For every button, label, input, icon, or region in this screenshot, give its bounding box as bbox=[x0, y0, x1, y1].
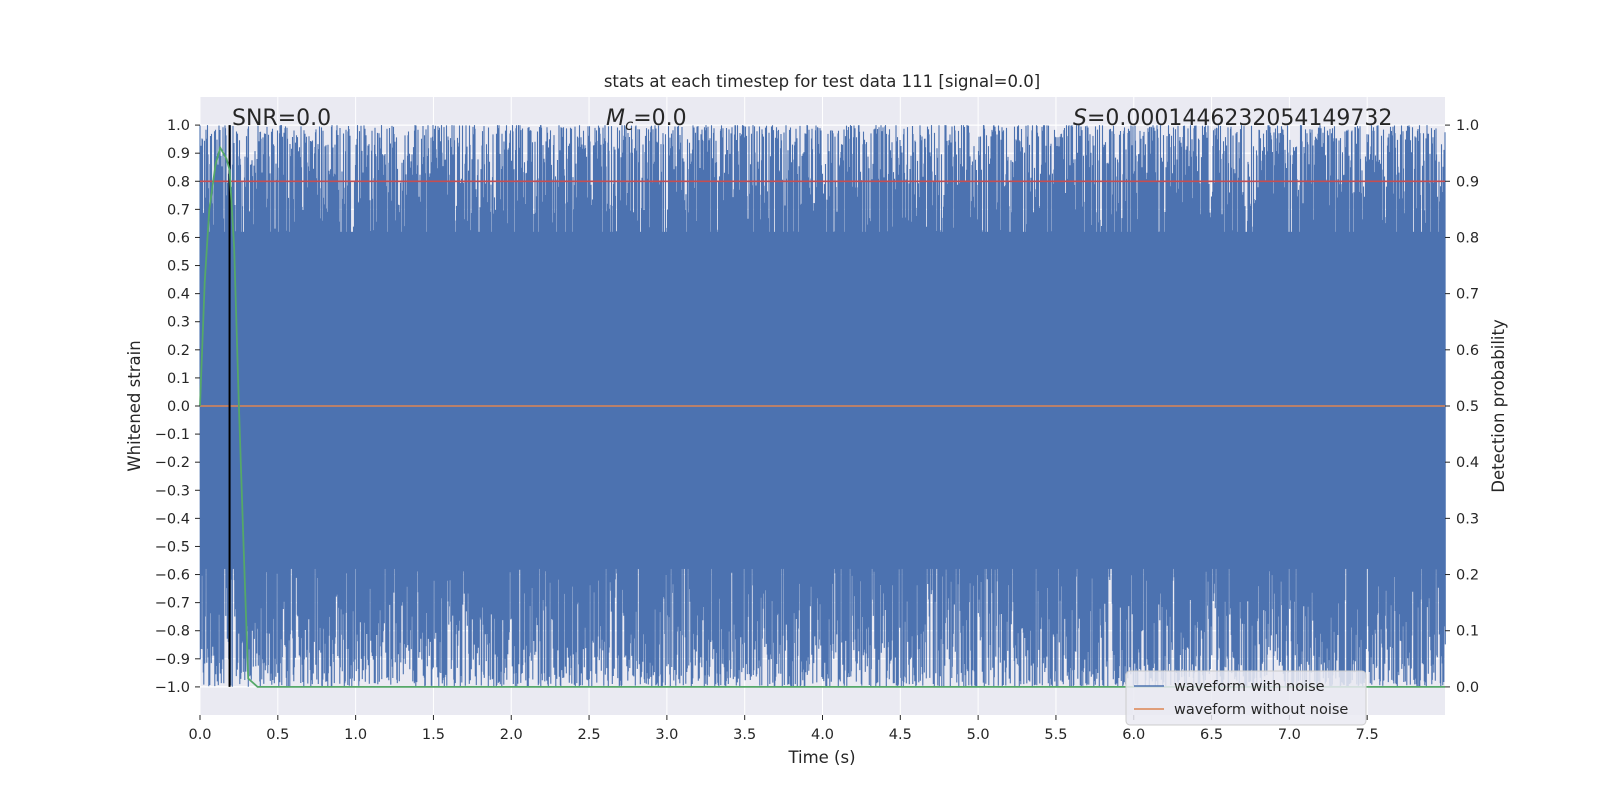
y2-tick-label: 1.0 bbox=[1456, 118, 1479, 134]
y-axis-ticks: 1.0 0.9 0.8 0.7 0.6 0.5 0.4 0.3 0.2 0.1 0.0 −0.1 −0.… bbox=[155, 118, 200, 696]
y2-tick-label: 0.8 bbox=[1456, 230, 1479, 246]
y2-axis-label: Detection probability bbox=[1489, 319, 1508, 493]
x-tick-label: 3.0 bbox=[655, 727, 678, 743]
y2-tick-label: 0.2 bbox=[1456, 568, 1479, 584]
x-tick-label: 4.5 bbox=[889, 727, 912, 743]
y-tick-label: −0.3 bbox=[155, 483, 190, 499]
series-waveform-with-noise bbox=[199, 125, 1446, 687]
s-symbol: S bbox=[1073, 106, 1087, 131]
legend-label-clean: waveform without noise bbox=[1174, 702, 1348, 718]
y2-tick-label: 0.7 bbox=[1456, 287, 1479, 303]
y-tick-label: −0.7 bbox=[155, 596, 190, 612]
legend-label-noise: waveform with noise bbox=[1174, 679, 1325, 695]
y2-axis-ticks: 1.0 0.9 0.8 0.7 0.6 0.5 0.4 0.3 0.2 0.1 0.0 bbox=[1445, 118, 1479, 696]
x-tick-label: 2.5 bbox=[578, 727, 601, 743]
y-tick-label: 0.0 bbox=[167, 399, 190, 415]
x-tick-label: 3.5 bbox=[733, 727, 756, 743]
s-value: =0.0001446232054149732 bbox=[1087, 106, 1392, 131]
y-tick-label: 0.5 bbox=[167, 259, 190, 275]
x-tick-label: 0.5 bbox=[266, 727, 289, 743]
legend: waveform with noise waveform without noi… bbox=[1125, 670, 1367, 726]
y-tick-label: 0.2 bbox=[167, 343, 190, 359]
x-tick-label: 6.5 bbox=[1200, 727, 1223, 743]
x-tick-label: 6.0 bbox=[1122, 727, 1145, 743]
y-tick-label: 0.3 bbox=[167, 315, 190, 331]
y-tick-label: 0.7 bbox=[167, 202, 190, 218]
y-axis-label: Whitened strain bbox=[125, 340, 144, 471]
x-tick-label: 5.0 bbox=[967, 727, 990, 743]
y-tick-label: −0.4 bbox=[155, 511, 190, 527]
series-detection-probability bbox=[199, 145, 1445, 688]
chart-title: stats at each timestep for test data 111… bbox=[604, 72, 1040, 91]
y-tick-label: 0.8 bbox=[167, 174, 190, 190]
x-axis-label: Time (s) bbox=[787, 748, 855, 767]
legend-box bbox=[1125, 670, 1367, 726]
x-tick-label: 5.5 bbox=[1044, 727, 1067, 743]
y-tick-label: 1.0 bbox=[167, 118, 190, 134]
y2-tick-label: 0.9 bbox=[1456, 174, 1479, 190]
x-tick-label: 2.0 bbox=[500, 727, 523, 743]
y-tick-label: −0.1 bbox=[155, 427, 190, 443]
noise-fill bbox=[200, 231, 1445, 569]
chirp-mass-symbol: M bbox=[606, 106, 625, 131]
y2-tick-label: 0.5 bbox=[1456, 399, 1479, 415]
y2-tick-label: 0.1 bbox=[1456, 624, 1479, 640]
y2-tick-label: 0.6 bbox=[1456, 343, 1479, 359]
x-tick-label: 1.0 bbox=[344, 727, 367, 743]
y-tick-label: 0.9 bbox=[167, 146, 190, 162]
chirp-mass-value: =0.0 bbox=[633, 106, 686, 131]
x-tick-label: 7.5 bbox=[1356, 727, 1379, 743]
y-tick-label: −0.2 bbox=[155, 455, 190, 471]
snr-annotation: SNR=0.0 bbox=[232, 106, 331, 131]
x-tick-label: 0.0 bbox=[188, 727, 211, 743]
y-tick-label: 0.6 bbox=[167, 230, 190, 246]
y2-tick-label: 0.4 bbox=[1456, 455, 1479, 471]
chirp-mass-annotation: Mc=0.0 bbox=[606, 106, 687, 134]
y-tick-label: −0.6 bbox=[155, 568, 190, 584]
x-tick-label: 7.0 bbox=[1278, 727, 1301, 743]
probability-trace bbox=[199, 145, 1445, 688]
s-annotation: S=0.0001446232054149732 bbox=[1073, 106, 1392, 131]
x-axis-ticks: 0.0 0.5 1.0 1.5 2.0 2.5 3.0 3.5 4.0 4.5 5.0 5.5 6.0 6… bbox=[188, 715, 1379, 743]
y2-tick-label: 0.0 bbox=[1456, 680, 1479, 696]
y2-tick-label: 0.3 bbox=[1456, 511, 1479, 527]
x-tick-label: 4.0 bbox=[811, 727, 834, 743]
y-tick-label: 0.4 bbox=[167, 287, 190, 303]
y-tick-label: −0.5 bbox=[155, 539, 190, 555]
y-tick-label: −1.0 bbox=[155, 680, 190, 696]
y-tick-label: 0.1 bbox=[167, 371, 190, 387]
y-tick-label: −0.8 bbox=[155, 624, 190, 640]
x-tick-label: 1.5 bbox=[422, 727, 445, 743]
chirp-mass-subscript: c bbox=[625, 116, 634, 134]
y-tick-label: −0.9 bbox=[155, 652, 190, 668]
